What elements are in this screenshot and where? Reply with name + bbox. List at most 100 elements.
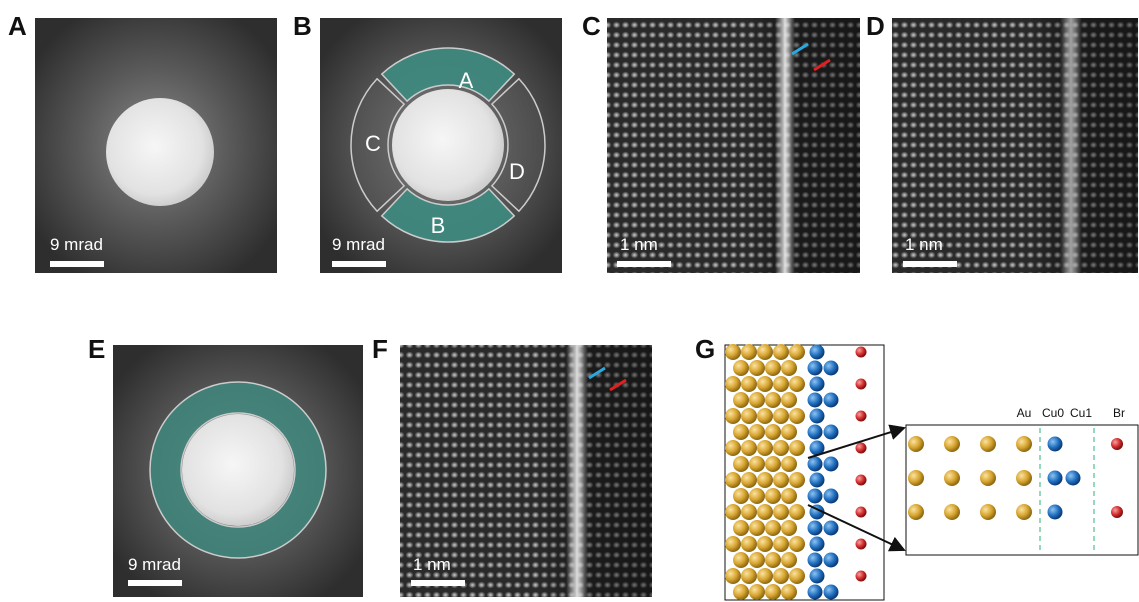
- species-label: Br: [1113, 406, 1125, 420]
- figure: A 9 mrad B A B C D 9 mrad C 1 nm D 1 nm …: [0, 0, 1139, 602]
- au-atom: [741, 568, 757, 584]
- cu-atom: [1048, 471, 1063, 486]
- panel-label: E: [88, 334, 105, 364]
- au-atom: [749, 520, 765, 536]
- au-atom: [789, 376, 805, 392]
- panel-label: F: [372, 334, 388, 364]
- au-atom: [757, 568, 773, 584]
- au-atom: [765, 360, 781, 376]
- au-atom: [741, 536, 757, 552]
- cu-atom: [808, 585, 823, 600]
- au-atom: [765, 456, 781, 472]
- au-atom: [733, 584, 749, 600]
- au-atom: [980, 504, 996, 520]
- interface-stripe: [775, 18, 795, 273]
- au-atom: [741, 472, 757, 488]
- au-atom: [741, 504, 757, 520]
- cu-atom: [808, 393, 823, 408]
- au-atom: [773, 440, 789, 456]
- au-atom: [781, 392, 797, 408]
- scale-bar: [617, 261, 671, 267]
- species-label: Cu1: [1070, 406, 1092, 420]
- au-atom: [741, 408, 757, 424]
- au-atom: [789, 408, 805, 424]
- au-atom: [733, 520, 749, 536]
- cu-atom: [1048, 505, 1063, 520]
- au-atom: [773, 472, 789, 488]
- au-atom: [757, 504, 773, 520]
- scale-bar: [50, 261, 104, 267]
- au-atom: [789, 440, 805, 456]
- au-atom: [789, 344, 805, 360]
- au-atom: [757, 376, 773, 392]
- species-label: Au: [1017, 406, 1032, 420]
- au-atom: [781, 424, 797, 440]
- scale-bar: [411, 580, 465, 586]
- au-atom: [749, 552, 765, 568]
- au-atom: [725, 344, 741, 360]
- au-atom: [733, 392, 749, 408]
- cu-atom: [824, 521, 839, 536]
- au-atom: [757, 472, 773, 488]
- cu-atom: [824, 553, 839, 568]
- au-atom: [781, 552, 797, 568]
- au-atom: [773, 568, 789, 584]
- au-atom: [733, 424, 749, 440]
- cu-atom: [810, 345, 825, 360]
- au-atom: [980, 436, 996, 452]
- interface-stripe: [1060, 18, 1082, 273]
- au-atom: [757, 536, 773, 552]
- cu-atom: [808, 361, 823, 376]
- br-atom: [856, 411, 867, 422]
- cu-atom: [824, 585, 839, 600]
- species-label: Cu0: [1042, 406, 1064, 420]
- br-atom: [856, 475, 867, 486]
- au-atom: [749, 392, 765, 408]
- au-atom: [773, 504, 789, 520]
- au-atom: [1016, 470, 1032, 486]
- au-atom: [944, 504, 960, 520]
- au-atom: [781, 520, 797, 536]
- cu-atom: [824, 457, 839, 472]
- au-atom: [725, 504, 741, 520]
- bright-disk: [392, 89, 504, 201]
- au-atom: [725, 440, 741, 456]
- panel-label: D: [866, 11, 885, 41]
- au-atom: [789, 536, 805, 552]
- au-atom: [757, 440, 773, 456]
- cu-atom: [824, 361, 839, 376]
- segment-label: C: [365, 131, 381, 156]
- au-atom: [733, 360, 749, 376]
- au-atom: [765, 584, 781, 600]
- br-atom: [856, 379, 867, 390]
- au-atom: [757, 344, 773, 360]
- au-atom: [741, 376, 757, 392]
- cu-atom: [1048, 437, 1063, 452]
- scale-text: 9 mrad: [332, 235, 385, 254]
- au-atom: [741, 440, 757, 456]
- cu-atom: [824, 425, 839, 440]
- scale-text: 9 mrad: [50, 235, 103, 254]
- au-atom: [749, 456, 765, 472]
- au-atom: [908, 470, 924, 486]
- br-atom: [856, 443, 867, 454]
- au-atom: [944, 470, 960, 486]
- au-atom: [741, 344, 757, 360]
- au-atom: [725, 568, 741, 584]
- au-atom: [749, 424, 765, 440]
- scale-text: 1 nm: [905, 235, 943, 254]
- au-atom: [765, 424, 781, 440]
- au-atom: [749, 360, 765, 376]
- au-atom: [749, 584, 765, 600]
- br-atom: [856, 347, 867, 358]
- cu-atom: [824, 393, 839, 408]
- au-atom: [765, 520, 781, 536]
- au-atom: [757, 408, 773, 424]
- au-atom: [789, 504, 805, 520]
- au-atom: [781, 584, 797, 600]
- interface-stripe: [566, 345, 588, 597]
- cu-atom: [808, 553, 823, 568]
- au-atom: [773, 376, 789, 392]
- cu-atom: [810, 537, 825, 552]
- au-atom: [789, 472, 805, 488]
